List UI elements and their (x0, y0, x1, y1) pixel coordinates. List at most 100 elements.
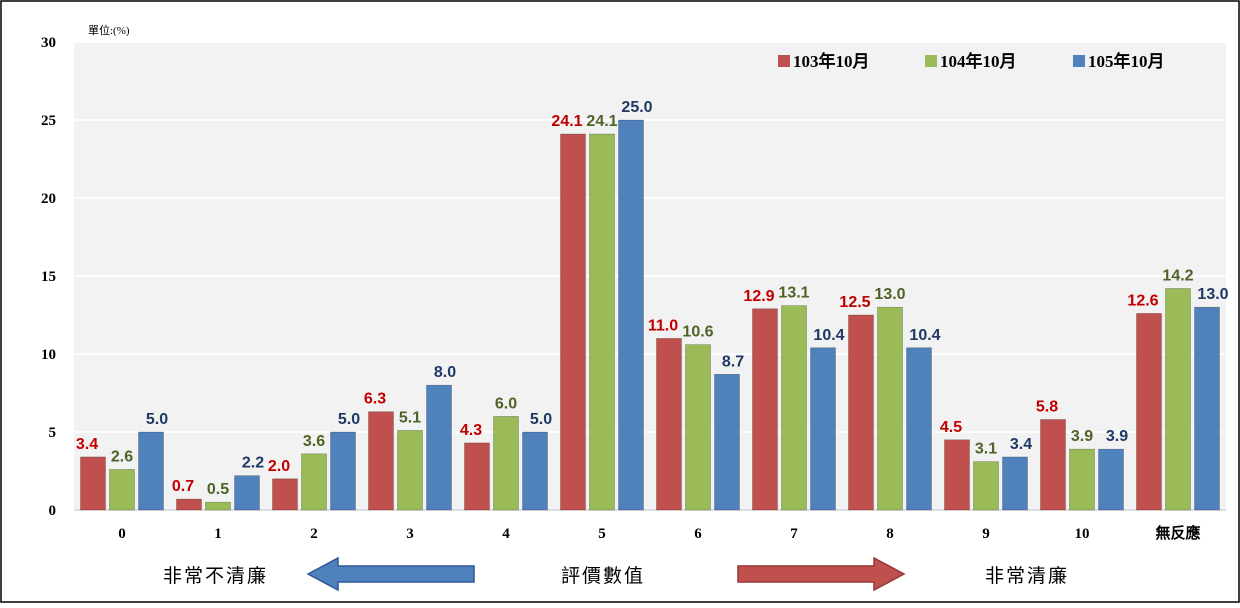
bar (205, 501, 231, 511)
data-label: 24.1 (586, 113, 617, 130)
right-arrow-icon (737, 556, 906, 592)
left-arrow-icon (306, 556, 475, 592)
data-label: 2.0 (268, 458, 290, 475)
bar (1136, 313, 1162, 511)
data-label: 3.9 (1106, 428, 1128, 445)
data-label: 3.4 (76, 436, 98, 453)
bar (752, 308, 778, 511)
data-label: 3.4 (1010, 436, 1032, 453)
data-label: 5.0 (338, 411, 360, 428)
x-tick-label: 7 (790, 526, 798, 542)
bar (493, 416, 519, 511)
data-label: 11.0 (648, 317, 678, 334)
y-tick-label: 20 (41, 191, 56, 207)
data-label: 2.6 (111, 448, 133, 465)
bar (1098, 448, 1124, 511)
footer-left-text: 非常不清廉 (163, 565, 268, 587)
bar (1069, 448, 1095, 511)
bar (234, 475, 260, 511)
bars-group (80, 119, 1220, 511)
bar (973, 461, 999, 511)
legend-swatch (1073, 55, 1085, 67)
x-tick-label: 2 (310, 526, 318, 542)
data-label: 0.5 (207, 481, 229, 498)
unit-label: 單位:(%) (88, 23, 130, 37)
data-label: 10.4 (909, 327, 940, 344)
data-label: 3.1 (975, 441, 997, 458)
bar (656, 338, 682, 511)
data-label: 2.2 (242, 455, 264, 472)
data-label: 3.6 (303, 433, 325, 450)
y-tick-label: 5 (49, 425, 57, 441)
bar (397, 430, 423, 511)
data-label: 3.9 (1071, 428, 1093, 445)
bar (522, 431, 548, 511)
bar (877, 306, 903, 511)
bar (810, 347, 836, 511)
x-tick-label: 6 (694, 526, 702, 542)
y-tick-label: 0 (49, 503, 57, 519)
x-tick-label: 8 (886, 526, 894, 542)
x-tick-label: 4 (502, 526, 510, 542)
bar (176, 498, 202, 511)
footer-right-text: 非常清廉 (985, 565, 1069, 587)
data-label: 5.1 (399, 409, 421, 426)
bar (464, 442, 490, 511)
bar (138, 431, 164, 511)
bar (618, 119, 644, 511)
x-tick-label: 5 (598, 526, 606, 542)
legend-label: 105年10月 (1088, 51, 1165, 71)
data-label: 13.1 (778, 285, 809, 302)
bar (685, 344, 711, 511)
bar (781, 305, 807, 511)
x-tick-label: 3 (406, 526, 414, 542)
bar (589, 133, 615, 511)
data-label: 4.5 (940, 419, 962, 436)
y-tick-label: 25 (41, 113, 56, 129)
x-tick-label: 0 (118, 526, 126, 542)
data-label: 5.8 (1036, 399, 1058, 416)
x-tick-label: 無反應 (1155, 524, 1200, 542)
bar (1040, 419, 1066, 511)
x-tick-label: 1 (214, 526, 222, 542)
data-label: 6.3 (364, 391, 386, 408)
data-label: 10.6 (682, 324, 713, 341)
data-label: 6.0 (495, 395, 517, 412)
bar (368, 411, 394, 511)
data-label: 5.0 (530, 411, 552, 428)
data-label: 8.0 (434, 364, 456, 381)
y-tick-label: 30 (41, 35, 56, 51)
y-tick-label: 10 (41, 347, 56, 363)
footer-center-text: 評價數值 (561, 565, 645, 587)
legend-label: 103年10月 (793, 51, 870, 71)
data-label: 12.9 (743, 288, 774, 305)
data-label: 13.0 (1197, 286, 1228, 303)
data-label: 12.6 (1127, 292, 1158, 309)
bar (1165, 288, 1191, 511)
x-tick-label: 9 (982, 526, 990, 542)
y-axis-ticks: 0 5 10 15 20 25 30 (41, 35, 56, 519)
y-tick-label: 15 (41, 269, 56, 285)
bar (1194, 306, 1220, 511)
data-label: 4.3 (460, 422, 482, 439)
bar (272, 478, 298, 511)
bar (426, 384, 452, 511)
bar (301, 453, 327, 511)
data-label: 24.1 (551, 113, 582, 130)
gridlines (74, 41, 1226, 511)
legend-swatch (778, 55, 790, 67)
bar (560, 133, 586, 511)
bar (944, 439, 970, 511)
data-label: 8.7 (722, 353, 744, 370)
legend-swatch (925, 55, 937, 67)
bar (330, 431, 356, 511)
data-label: 10.4 (813, 327, 844, 344)
data-label: 13.0 (874, 286, 905, 303)
bar (109, 469, 135, 511)
data-label: 12.5 (839, 294, 870, 311)
x-axis-ticks: 0 1 2 3 4 5 6 7 8 9 10 無反應 (118, 524, 1200, 542)
data-label: 5.0 (146, 411, 168, 428)
bar (1002, 456, 1028, 511)
